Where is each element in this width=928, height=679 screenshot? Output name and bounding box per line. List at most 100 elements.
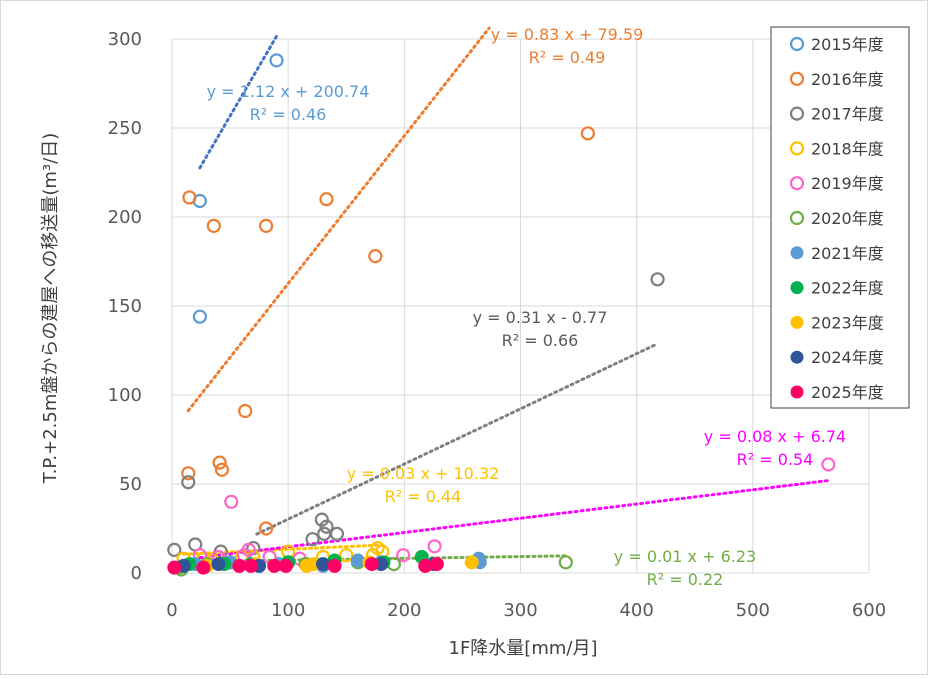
trendline-r-squared: R² = 0.54 [737, 450, 814, 469]
data-point [232, 558, 247, 573]
x-tick-label: 0 [166, 600, 177, 621]
trendline-r-squared: R² = 0.49 [529, 48, 606, 67]
data-point [258, 218, 274, 233]
trendline-equation: y = 0.01 x + 6.23 [614, 547, 756, 566]
legend-marker [790, 385, 804, 399]
data-point [238, 403, 253, 419]
trendline-r-squared: R² = 0.22 [647, 570, 724, 589]
data-point [339, 548, 354, 563]
y-axis-title: T.P.+2.5m盤からの建屋への移送量(m³/日) [40, 133, 61, 484]
trendline [198, 479, 830, 560]
data-point [319, 519, 334, 534]
data-point [206, 218, 221, 233]
legend-marker [789, 176, 805, 191]
data-point [269, 53, 284, 68]
trendline-r-squared: R² = 0.44 [385, 487, 462, 506]
y-tick-labels: 0 50 100 150 200 250 300 [108, 29, 142, 584]
data-point [650, 272, 665, 287]
y-tick-label: 100 [108, 385, 142, 406]
data-point [364, 557, 379, 572]
legend-marker [789, 36, 805, 52]
data-point [167, 560, 182, 575]
legend-marker [789, 141, 805, 156]
data-point [350, 553, 365, 568]
data-point [314, 512, 329, 527]
x-tick-label: 600 [852, 600, 886, 621]
legend-marker [789, 71, 805, 86]
data-point [319, 192, 334, 207]
x-axis-title: 1F降水量[mm/月] [449, 638, 598, 659]
trendline-equations: y = 1.12 x + 200.74 R² = 0.46 y = 0.83 x +… [207, 25, 847, 589]
x-tick-label: 100 [271, 600, 305, 621]
data-point [258, 521, 274, 536]
data-point [368, 249, 383, 264]
data-point [327, 558, 342, 573]
legend-label: 2016年度 [811, 70, 884, 89]
trendline-equation: y = 0.03 x + 10.32 [347, 464, 500, 483]
legend-label: 2019年度 [811, 174, 884, 193]
trendline-equation: y = 0.08 x + 6.74 [704, 427, 846, 446]
data-point [316, 557, 331, 572]
data-point [181, 466, 196, 481]
legend-marker [790, 350, 804, 364]
x-tick-labels: 0 100 200 300 400 500 600 [166, 600, 886, 621]
data-point [580, 126, 595, 141]
data-point [558, 555, 573, 570]
trendline-r-squared: R² = 0.46 [250, 105, 327, 124]
data-point [196, 560, 211, 575]
legend: 2015年度 2016年度 2017年度 2018年度 2019年度 2020年度 2021… [770, 26, 910, 409]
legend-label: 2022年度 [811, 279, 884, 298]
data-point [464, 555, 479, 570]
data-point [418, 558, 433, 573]
data-point [305, 532, 320, 547]
legend-label: 2023年度 [811, 313, 884, 332]
data-point [267, 558, 282, 573]
x-tick-label: 300 [503, 600, 537, 621]
legend-label: 2021年度 [811, 244, 884, 263]
legend-label: 2024年度 [811, 348, 884, 367]
data-point [167, 542, 182, 557]
legend-box [770, 26, 910, 409]
data-point [181, 475, 196, 490]
legend-marker [790, 315, 804, 329]
legend-marker [790, 246, 804, 260]
x-tick-label: 500 [736, 600, 770, 621]
data-point [329, 526, 345, 541]
data-point [224, 494, 239, 509]
legend-marker [789, 106, 805, 121]
trendline-equation: y = 0.83 x + 79.59 [491, 25, 644, 44]
data-point [241, 542, 256, 557]
y-tick-label: 300 [108, 29, 142, 50]
y-tick-label: 150 [108, 296, 142, 317]
legend-label: 2015年度 [811, 35, 884, 54]
y-tick-label: 250 [108, 118, 142, 139]
trendline-equation: y = 1.12 x + 200.74 [207, 82, 370, 101]
legend-label: 2020年度 [811, 209, 884, 228]
y-tick-label: 200 [108, 207, 142, 228]
trendline [198, 34, 279, 170]
x-tick-label: 400 [619, 600, 653, 621]
data-point [211, 557, 226, 572]
data-point [243, 558, 258, 573]
data-points [167, 53, 836, 577]
data-point [214, 462, 230, 477]
trendline [186, 26, 491, 413]
data-point [192, 309, 207, 324]
legend-marker [789, 210, 805, 226]
legend-label: 2017年度 [811, 105, 884, 124]
data-point [182, 190, 197, 205]
legend-label: 2025年度 [811, 383, 884, 402]
trendline-equation: y = 0.31 x - 0.77 [473, 308, 608, 327]
y-tick-label: 0 [131, 563, 142, 584]
x-tick-label: 200 [387, 600, 421, 621]
trendline [255, 342, 660, 536]
data-point [429, 557, 444, 572]
data-point [212, 455, 227, 470]
legend-label: 2018年度 [811, 139, 884, 158]
data-point [821, 457, 836, 472]
data-point [396, 548, 411, 563]
data-point [427, 539, 442, 554]
y-tick-label: 50 [119, 474, 142, 495]
